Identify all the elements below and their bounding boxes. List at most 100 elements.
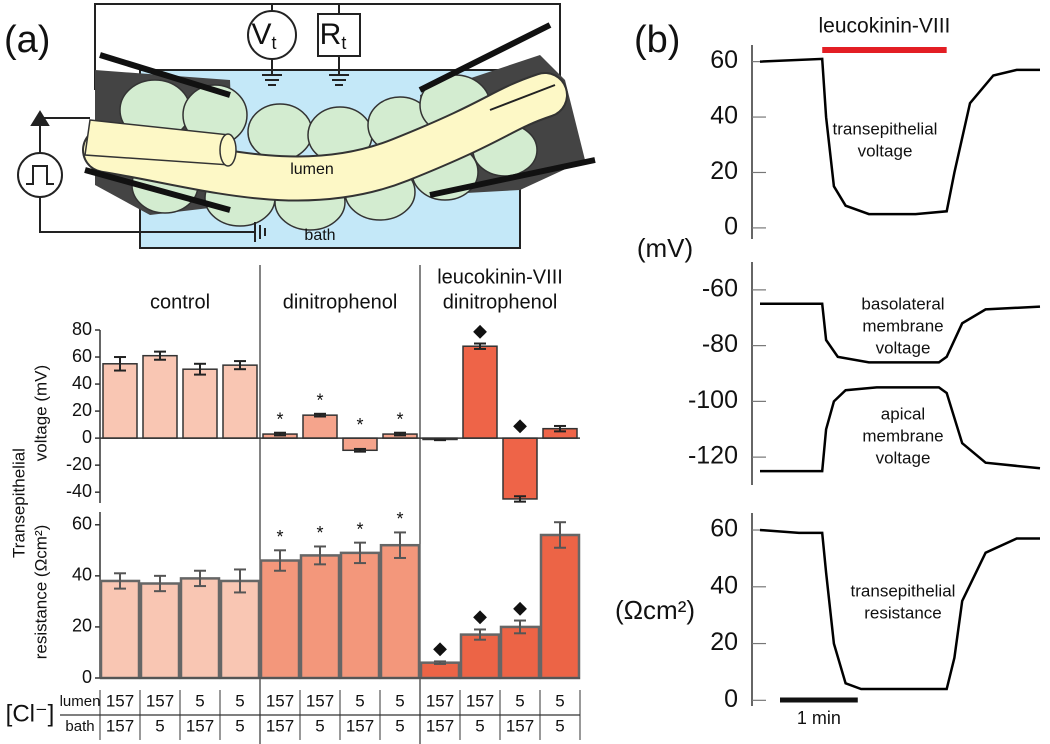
bar [182, 368, 218, 439]
y-tick-label: 20 [710, 157, 738, 185]
trace-label: apical [881, 404, 925, 423]
bar [459, 633, 501, 680]
y-tick-label: 0 [82, 427, 92, 447]
y-tick-label: 60 [72, 514, 92, 534]
trace [759, 528, 1040, 691]
trace-label: voltage [858, 141, 913, 160]
y-tick-label: -40 [66, 481, 92, 501]
diagram-label: bath [304, 227, 335, 244]
panel-label: (b) [634, 19, 680, 61]
diagram: Vt Rt lumen bath [17, 3, 596, 249]
significance-marker: ◆ [513, 597, 527, 617]
bar [219, 579, 261, 680]
significance-marker: * [396, 509, 403, 529]
trace-label: basolateral [861, 294, 944, 313]
y-tick-label: 20 [710, 628, 738, 656]
significance-marker: ◆ [473, 606, 487, 626]
table-cell: 5 [395, 691, 404, 710]
table-cell: 157 [186, 716, 214, 735]
bar [499, 625, 541, 680]
y-tick-label: -80 [702, 330, 738, 358]
y-tick-label: 40 [710, 102, 738, 130]
table-cell: 157 [106, 691, 134, 710]
holder-edge [418, 22, 552, 93]
y-axis-label: (mV) [637, 233, 693, 263]
table-cell: 157 [426, 716, 454, 735]
cells [119, 74, 538, 231]
group-label: dinitrophenol [443, 291, 558, 313]
significance-marker: * [276, 527, 283, 547]
table-cell: 157 [106, 716, 134, 735]
bar [142, 354, 178, 439]
bar [539, 533, 581, 680]
table-label: [Cl⁻] [6, 700, 55, 727]
panel-label: (a) [4, 19, 50, 61]
y-tick-label: 60 [72, 346, 92, 366]
holder-edge [84, 167, 231, 213]
table-cell: 5 [555, 716, 564, 735]
significance-marker: ◆ [433, 638, 447, 658]
bar [99, 579, 141, 680]
y-tick-label: 60 [710, 515, 738, 543]
y-tick-label: -120 [688, 442, 738, 470]
holder-edge [99, 52, 231, 98]
y-tick-label: -60 [702, 274, 738, 302]
table-cell: 157 [266, 716, 294, 735]
row-label: bath [65, 718, 94, 735]
y-tick-label: 20 [72, 400, 92, 420]
table-cell: 5 [555, 691, 564, 710]
pulse-symbol [26, 165, 54, 185]
table-cell: 157 [506, 716, 534, 735]
bar [102, 363, 138, 439]
trace [760, 302, 1041, 364]
pulse-generator [17, 152, 63, 198]
bar [259, 559, 301, 680]
significance-marker: * [356, 519, 363, 539]
diagram-label: Vt [251, 18, 276, 53]
y-tick-label: 0 [724, 213, 738, 241]
y-tick-label: 80 [72, 319, 92, 339]
bar [462, 345, 498, 439]
table-cell: 5 [475, 716, 484, 735]
y-tick-label: 20 [72, 616, 92, 636]
significance-marker: * [396, 409, 403, 429]
table-cell: 5 [195, 691, 204, 710]
y-tick-label: 0 [724, 685, 738, 713]
significance-marker: * [316, 523, 323, 543]
trace-label: resistance [864, 603, 941, 622]
y-tick-label: 40 [72, 565, 92, 585]
group-label: control [150, 291, 210, 313]
significance-marker: ◆ [513, 415, 527, 435]
table-cell: 5 [155, 716, 164, 735]
y-tick-label: -20 [66, 454, 92, 474]
table-cell: 5 [355, 691, 364, 710]
holder-edge [429, 157, 596, 198]
table-cell: 157 [306, 691, 334, 710]
diagram-label: Rt [320, 18, 347, 53]
trace [760, 386, 1041, 473]
y-tick-label: -100 [688, 386, 738, 414]
significance-marker: ◆ [473, 320, 487, 340]
table-cell: 5 [235, 691, 244, 710]
scale-bar-label: 1 min [797, 708, 841, 728]
significance-marker: * [356, 415, 363, 435]
bar [139, 582, 181, 680]
table-cell: 157 [146, 691, 174, 710]
trace-label: membrane [862, 426, 943, 445]
trace-label: membrane [862, 316, 943, 335]
row-label: lumen [60, 693, 101, 710]
diagram-label: V [251, 18, 271, 51]
significance-marker: * [316, 391, 323, 411]
y-tick-label: 40 [72, 373, 92, 393]
y-tick-label: 0 [82, 667, 92, 687]
treatment-label: leucokinin-VIII [818, 15, 950, 38]
trace-label: transepithelial [851, 581, 956, 600]
table-cell: 5 [315, 716, 324, 735]
diagram-label: t [341, 33, 346, 53]
y-axis-label: voltage (mV) [31, 365, 50, 461]
lumen [84, 74, 566, 200]
trace [759, 57, 1040, 216]
bar [339, 551, 381, 680]
bar [299, 554, 341, 680]
